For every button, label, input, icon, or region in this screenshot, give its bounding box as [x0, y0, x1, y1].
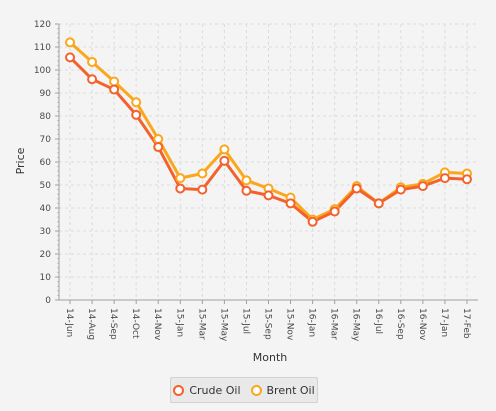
legend-marker-brent-oil: [250, 384, 262, 396]
x-tick-label: 14-Oct: [130, 308, 140, 339]
x-tick-label: 15-Mar: [196, 308, 206, 340]
y-tick-label: 60: [40, 158, 52, 168]
x-tick-label: 15-Sep: [263, 308, 273, 340]
x-tick-label: 17-Feb: [461, 308, 471, 339]
data-point-crude-oil: [153, 142, 164, 153]
y-tick-label: 110: [34, 43, 51, 53]
data-point-crude-oil: [417, 181, 428, 192]
legend-item-brent-oil: Brent Oil: [250, 383, 315, 397]
data-point-brent-oil: [87, 56, 98, 67]
y-tick-label: 40: [40, 204, 52, 214]
data-point-brent-oil: [131, 97, 142, 108]
y-tick-label: 120: [34, 20, 51, 30]
data-point-crude-oil: [175, 183, 186, 194]
data-point-brent-oil: [241, 175, 252, 186]
data-point-crude-oil: [263, 190, 274, 201]
data-point-crude-oil: [65, 52, 76, 63]
legend-label-crude-oil: Crude Oil: [189, 383, 241, 397]
x-tick-label: 15-Jul: [240, 308, 250, 334]
x-tick-label: 16-Sep: [395, 308, 405, 340]
data-point-crude-oil: [109, 84, 120, 95]
x-tick-label: 16-Jul: [373, 308, 383, 334]
data-point-brent-oil: [219, 144, 230, 155]
y-tick-label: 70: [40, 135, 52, 145]
x-tick-label: 15-Jan: [174, 308, 184, 337]
x-tick-label: 14-Sep: [108, 308, 118, 340]
data-point-brent-oil: [153, 134, 164, 144]
y-axis-title: Price: [14, 147, 27, 174]
data-point-crude-oil: [285, 198, 296, 209]
data-point-crude-oil: [241, 185, 252, 196]
data-point-crude-oil: [395, 184, 406, 195]
y-tick-label: 50: [40, 181, 52, 191]
y-tick-label: 30: [40, 227, 52, 237]
data-point-crude-oil: [461, 174, 472, 185]
series: [65, 37, 472, 227]
x-tick-label: 14-Aug: [86, 308, 96, 340]
y-tick-label: 20: [40, 250, 52, 260]
x-tick-label: 16-Jan: [307, 308, 317, 337]
x-axis-title: Month: [253, 351, 288, 364]
data-point-crude-oil: [373, 198, 384, 209]
data-point-brent-oil: [65, 37, 76, 48]
data-point-brent-oil: [175, 173, 186, 184]
legend-item-crude-oil: Crude Oil: [173, 383, 241, 397]
x-tick-label: 15-May: [218, 308, 228, 342]
x-tick-label: 16-Nov: [417, 308, 427, 341]
x-tick-label: 16-Mar: [329, 308, 339, 340]
x-tick-label: 14-Nov: [152, 308, 162, 341]
y-tick-label: 100: [34, 66, 51, 76]
data-point-crude-oil: [307, 216, 318, 227]
data-point-crude-oil: [197, 184, 208, 195]
x-tick-label: 17-Jan: [439, 308, 449, 337]
y-tick-label: 90: [40, 89, 52, 99]
y-tick-label: 80: [40, 112, 52, 122]
axes: 0 10 20 30 40 50 60 70 80 90 100 110 120 14-Jun 14-Aug…: [34, 20, 478, 342]
legend-marker-crude-oil: [173, 384, 185, 396]
y-tick-label: 10: [40, 273, 52, 283]
legend: Crude Oil Brent Oil: [170, 377, 318, 403]
data-point-crude-oil: [351, 183, 362, 194]
grid: [59, 23, 478, 300]
data-point-crude-oil: [439, 173, 450, 184]
data-point-crude-oil: [329, 206, 340, 217]
data-point-crude-oil: [131, 109, 142, 120]
data-point-brent-oil: [109, 76, 120, 87]
x-tick-label: 14-Jun: [64, 308, 74, 337]
legend-label-brent-oil: Brent Oil: [266, 383, 315, 397]
data-point-crude-oil: [219, 155, 230, 166]
x-tick-label: 15-Nov: [285, 308, 295, 341]
data-point-brent-oil: [197, 168, 208, 179]
y-tick-label: 0: [45, 296, 51, 306]
data-point-crude-oil: [87, 74, 98, 85]
x-tick-label: 16-May: [351, 308, 361, 342]
